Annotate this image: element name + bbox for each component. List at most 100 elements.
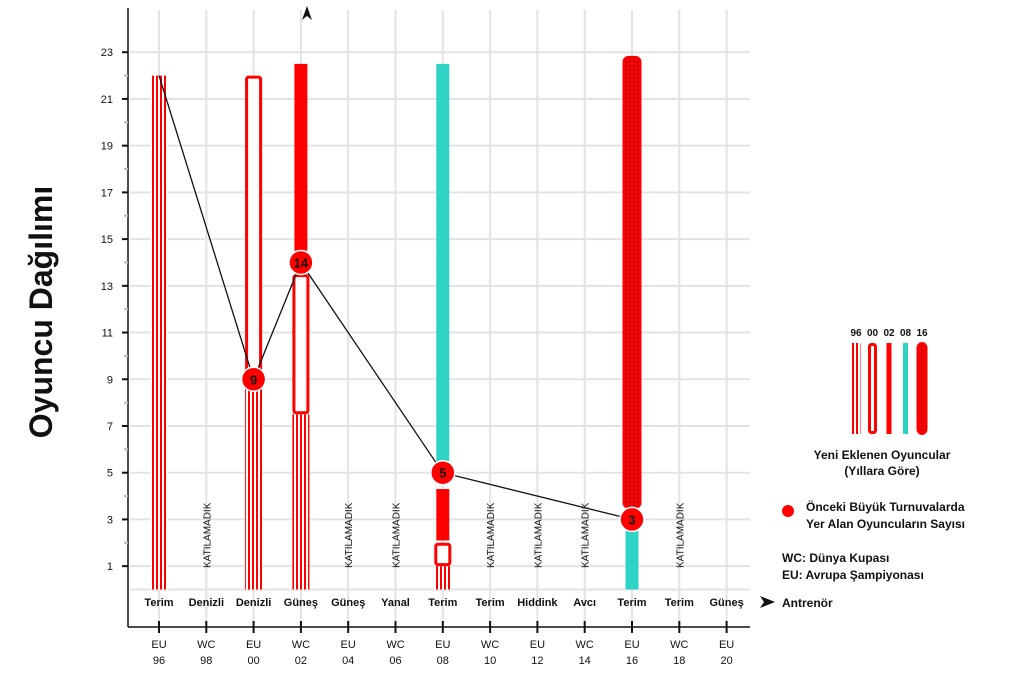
not-qualified-label: KATILAMADIK	[344, 502, 355, 568]
bar-segment-96	[292, 414, 310, 590]
x-tick-label-top: EU	[246, 639, 261, 651]
not-qualified-label: KATILAMADIK	[486, 502, 497, 568]
previous-players-line: 9 14 5 3	[158, 75, 645, 533]
x-axis-label: Antrenör	[782, 596, 833, 610]
line-point-label: 5	[439, 466, 446, 481]
x-tick-label-bottom: 02	[295, 655, 307, 667]
coach-label: Güneş	[709, 597, 743, 609]
x-tick-label-bottom: 12	[531, 655, 543, 667]
x-tick-label-top: WC	[481, 639, 499, 651]
bar-segment-00	[245, 75, 263, 380]
not-qualified-label: KATILAMADIK	[581, 502, 592, 568]
legend-year-label: 16	[916, 328, 928, 339]
legend-swatch-08	[903, 343, 908, 434]
legend-swatch-02	[886, 343, 892, 434]
y-axis-arrow-icon	[302, 6, 312, 20]
line-point-label: 3	[628, 512, 635, 527]
legend-swatch-16	[916, 342, 928, 435]
y-tick-label: 3	[107, 514, 113, 526]
bar-segment-96	[434, 566, 452, 590]
coach-label: Güneş	[284, 597, 318, 609]
coach-label: Avcı	[573, 597, 596, 609]
coach-label: Denizli	[236, 597, 271, 609]
y-tick-label: 1	[107, 561, 113, 573]
coach-label: Terim	[476, 597, 505, 609]
x-tick-label-top: WC	[670, 639, 688, 651]
x-tick-label-top: EU	[435, 639, 450, 651]
bar-segment-00	[292, 274, 310, 415]
bar-segment-08	[436, 63, 450, 462]
x-tick-label-bottom: 08	[437, 655, 449, 667]
coach-label: Hiddink	[517, 597, 558, 609]
x-tick-label-bottom: 20	[720, 655, 732, 667]
y-tick-label: 5	[107, 468, 113, 480]
labels: EU 96 Terim WC 98 Denizli KATILAMADIK EU 00 Deniz…	[144, 502, 743, 667]
x-tick-label-bottom: 18	[673, 655, 685, 667]
coach-label: Terim	[665, 597, 694, 609]
legend: Yeni Eklenen Oyuncular (Yıllara Göre) Ön…	[782, 328, 965, 582]
y-tick-label: 17	[101, 187, 113, 199]
legend-year-label: 02	[883, 328, 895, 339]
x-tick-label-top: EU	[624, 639, 639, 651]
coach-label: Yanal	[381, 597, 410, 609]
legend-dot-icon	[782, 505, 794, 517]
y-tick-label: 19	[101, 141, 113, 153]
legend-abbr-eu: EU: Avrupa Şampiyonası	[782, 568, 924, 582]
bar-segment-02	[436, 489, 450, 541]
legend-swatch-00	[868, 343, 877, 434]
legend-year-label: 08	[900, 328, 912, 339]
x-axis-arrow-icon	[760, 596, 775, 608]
line-point	[240, 366, 267, 393]
not-qualified-label: KATILAMADIK	[202, 502, 213, 568]
x-tick-label-bottom: 00	[247, 655, 259, 667]
x-tick-label-bottom: 14	[579, 655, 591, 667]
y-axis-label: Oyuncu Dağılımı	[23, 186, 59, 438]
line-point	[288, 249, 314, 276]
not-qualified-label: KATILAMADIK	[675, 502, 686, 568]
not-qualified-label: KATILAMADIK	[533, 502, 544, 568]
not-qualified-label: KATILAMADIK	[392, 502, 403, 568]
line-point-label: 9	[250, 372, 257, 387]
line-point	[619, 506, 645, 533]
x-tick-label-top: EU	[341, 639, 356, 651]
coach-label: Denizli	[189, 597, 224, 609]
x-tick-label-top: WC	[386, 639, 404, 651]
y-tick-label: 23	[101, 47, 113, 59]
line-point	[430, 459, 456, 486]
legend-bar-subtitle: (Yıllara Göre)	[844, 464, 919, 478]
legend-abbr-wc: WC: Dünya Kupası	[782, 551, 889, 565]
x-tick-label-bottom: 04	[342, 655, 354, 667]
x-tick-label-bottom: 16	[626, 655, 638, 667]
coach-label: Terim	[428, 597, 457, 609]
y-tick-label: 15	[101, 234, 113, 246]
coach-label: Terim	[144, 597, 173, 609]
x-tick-label-top: EU	[151, 639, 166, 651]
x-tick-label-top: WC	[576, 639, 594, 651]
legend-bar-title: Yeni Eklenen Oyuncular	[814, 448, 951, 462]
coach-label: Terim	[617, 597, 646, 609]
legend-swatch-96	[851, 343, 861, 434]
bar-segment-00	[434, 542, 452, 567]
bar-segment-96	[150, 75, 168, 590]
legend-dot-line1: Önceki Büyük Turnuvalarda	[806, 499, 965, 514]
line-point-label: 14	[294, 255, 309, 270]
x-tick-label-bottom: 98	[200, 655, 212, 667]
bar-segment-96	[245, 379, 263, 590]
bar-segment-16	[622, 55, 642, 509]
y-tick-label: 11	[102, 328, 113, 340]
legend-year-label: 96	[850, 328, 862, 339]
x-tick-label-top: WC	[292, 639, 310, 651]
x-tick-label-bottom: 06	[389, 655, 401, 667]
legend-dot-line2: Yer Alan Oyuncuların Sayısı	[806, 517, 965, 531]
y-tick-label: 13	[101, 281, 113, 293]
x-tick-label-bottom: 10	[484, 655, 496, 667]
y-tick-label: 21	[101, 94, 113, 106]
bar-segment-08	[625, 531, 639, 590]
x-tick-label-bottom: 96	[153, 655, 165, 667]
bar-segment-02	[294, 63, 308, 251]
x-tick-label-top: EU	[719, 639, 734, 651]
y-tick-label: 7	[107, 421, 113, 433]
legend-year-label: 00	[867, 328, 879, 339]
